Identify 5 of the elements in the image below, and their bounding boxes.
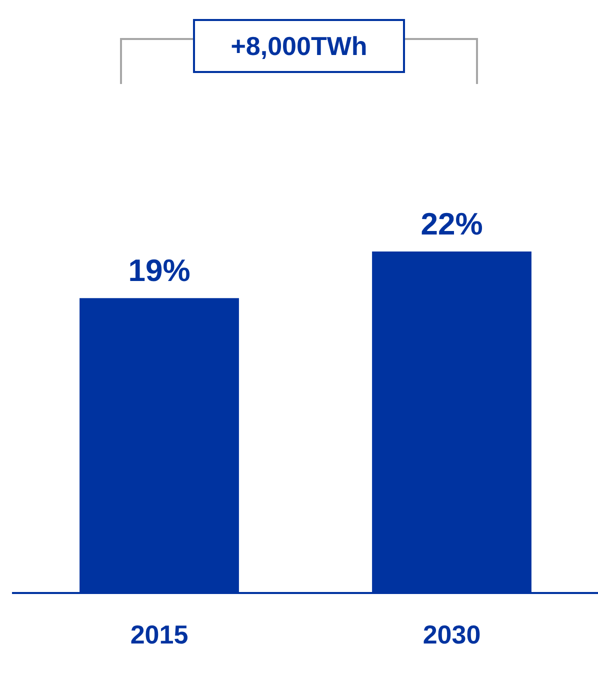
data-label: 22%	[420, 206, 483, 242]
text: +8,000TWh	[193, 19, 405, 73]
x-tick-label: 2015	[130, 620, 188, 650]
data-label: 19%	[128, 253, 190, 288]
x-tick-label: 2030	[422, 620, 481, 650]
